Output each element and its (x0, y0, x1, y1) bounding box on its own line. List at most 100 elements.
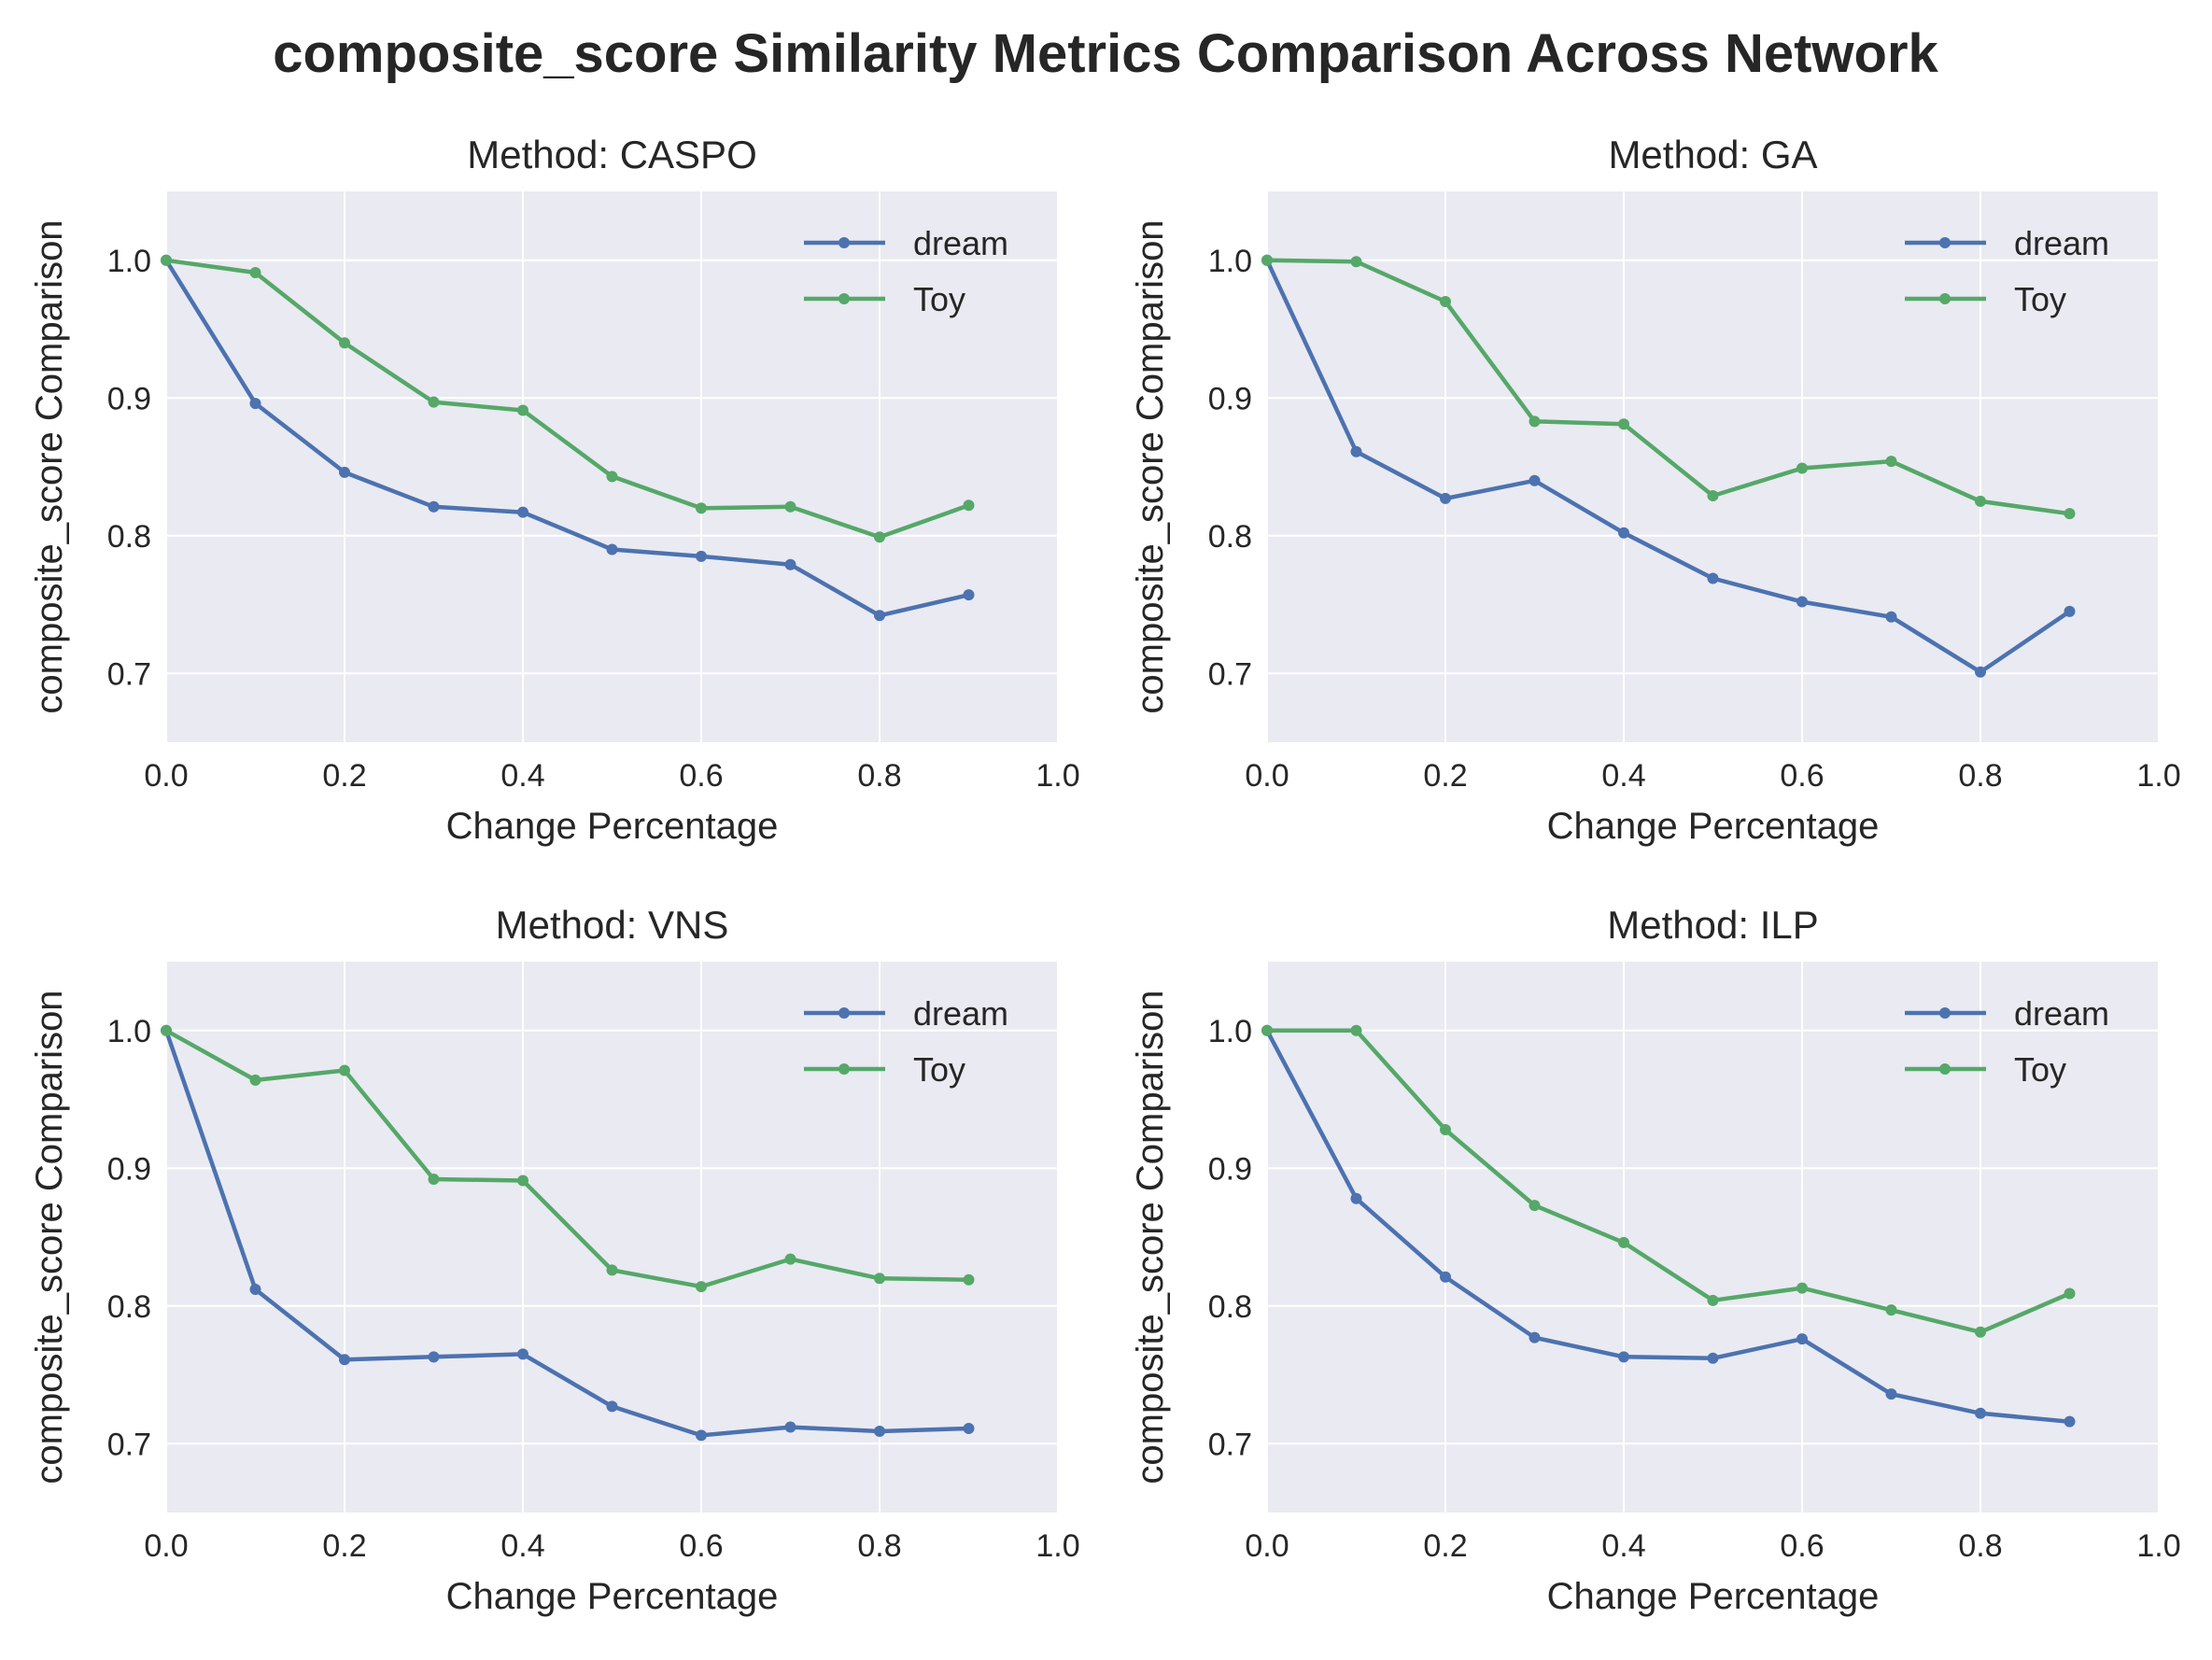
y-tick-label: 0.7 (1208, 1427, 1252, 1462)
data-point-toy (1708, 1295, 1719, 1306)
x-axis-label: Change Percentage (446, 1576, 779, 1617)
data-point-dream (1796, 1333, 1808, 1344)
legend-marker-toy (1939, 1063, 1951, 1075)
data-point-dream (429, 501, 440, 513)
data-point-toy (1618, 418, 1629, 429)
data-point-toy (1261, 1025, 1273, 1036)
data-point-toy (1529, 1200, 1541, 1211)
data-point-toy (1975, 496, 1986, 507)
figure-title: composite_score Similarity Metrics Compa… (273, 23, 1938, 84)
subplot-title: Method: CASPO (467, 133, 756, 176)
subplot-ilp: 0.0 0.2 0.4 0.6 0.8 1.00.70.80.91.0Method: IL… (1130, 903, 2181, 1617)
y-tick-label: 0.8 (1208, 1289, 1252, 1325)
data-point-toy (429, 397, 440, 408)
x-axis-label: Change Percentage (1547, 1576, 1880, 1617)
data-point-dream (1351, 1193, 1362, 1204)
data-point-toy (250, 267, 261, 278)
data-point-toy (964, 499, 975, 511)
x-tick-label: 0.6 (1780, 1528, 1824, 1564)
data-point-toy (1351, 1025, 1362, 1036)
x-tick-label: 0.8 (857, 758, 901, 794)
data-point-dream (1440, 493, 1451, 504)
data-point-toy (1975, 1327, 1986, 1338)
data-point-toy (964, 1274, 975, 1286)
data-point-toy (161, 255, 172, 266)
subplot-vns: 0.0 0.2 0.4 0.6 0.8 1.00.70.80.91.0Method: VN… (29, 903, 1080, 1617)
legend-marker-toy (1939, 293, 1951, 304)
x-axis-label: Change Percentage (446, 806, 779, 847)
data-point-toy (161, 1025, 172, 1036)
y-tick-label: 1.0 (107, 1014, 151, 1049)
y-axis-label: composite_score Comparison (1130, 219, 1171, 713)
data-point-toy (874, 1273, 885, 1284)
x-tick-label: 0.2 (322, 1528, 366, 1564)
x-tick-label: 0.0 (1245, 1528, 1289, 1564)
data-point-dream (1796, 597, 1808, 608)
data-point-dream (250, 1284, 261, 1295)
x-tick-label: 0.0 (144, 758, 188, 794)
x-tick-label: 1.0 (2136, 758, 2180, 794)
data-point-toy (339, 337, 350, 348)
data-point-dream (1708, 1353, 1719, 1364)
data-point-toy (1529, 415, 1541, 427)
data-point-dream (1351, 446, 1362, 457)
y-tick-label: 1.0 (107, 244, 151, 279)
subplot-title: Method: VNS (496, 903, 729, 947)
x-tick-label: 0.6 (679, 758, 723, 794)
x-tick-label: 0.4 (500, 758, 544, 794)
data-point-dream (1886, 612, 1897, 623)
data-point-toy (517, 405, 528, 416)
x-tick-label: 0.8 (1958, 1528, 2002, 1564)
data-point-dream (1886, 1388, 1897, 1400)
x-tick-label: 1.0 (2136, 1528, 2180, 1564)
data-point-dream (964, 1423, 975, 1434)
x-tick-label: 0.4 (1601, 758, 1645, 794)
data-point-toy (1261, 255, 1273, 266)
legend-marker-dream (1939, 237, 1951, 248)
y-tick-label: 1.0 (1208, 1014, 1252, 1049)
data-point-dream (1529, 475, 1541, 486)
data-point-dream (874, 1426, 885, 1437)
legend-label-toy: Toy (913, 280, 965, 318)
legend-marker-toy (838, 293, 850, 304)
x-tick-label: 0.2 (322, 758, 366, 794)
legend-marker-dream (1939, 1007, 1951, 1019)
data-point-dream (1529, 1332, 1541, 1343)
legend-marker-dream (838, 1007, 850, 1019)
y-tick-label: 0.8 (107, 1289, 151, 1325)
data-point-toy (607, 1264, 618, 1275)
data-point-toy (1886, 1304, 1897, 1315)
legend-label-dream: dream (2014, 994, 2109, 1033)
data-point-dream (607, 1400, 618, 1412)
data-point-toy (517, 1175, 528, 1187)
subplot-caspo: 0.0 0.2 0.4 0.6 0.8 1.0 0.7 0.8 0.9 1.0 Method: CA… (29, 133, 1080, 847)
x-tick-label: 0.6 (1780, 758, 1824, 794)
data-point-dream (696, 551, 707, 562)
data-point-toy (1886, 456, 1897, 467)
data-point-toy (1708, 490, 1719, 501)
legend-marker-dream (838, 237, 850, 248)
data-point-toy (874, 531, 885, 542)
y-tick-label: 0.9 (1208, 1151, 1252, 1187)
data-point-toy (607, 471, 618, 482)
x-tick-label: 1.0 (1036, 758, 1079, 794)
y-tick-label: 0.8 (107, 519, 151, 555)
data-point-dream (2064, 606, 2076, 617)
data-point-dream (964, 589, 975, 600)
data-point-dream (1975, 1408, 1986, 1419)
data-point-toy (696, 1281, 707, 1292)
data-point-dream (1618, 528, 1629, 539)
data-point-toy (2064, 1287, 2076, 1299)
x-tick-label: 1.0 (1036, 1528, 1079, 1564)
legend-label-dream: dream (913, 994, 1008, 1033)
data-point-toy (250, 1075, 261, 1086)
y-tick-label: 0.9 (107, 1151, 151, 1187)
x-tick-label: 0.4 (1601, 1528, 1645, 1564)
y-tick-label: 1.0 (1208, 244, 1252, 279)
data-point-dream (785, 559, 796, 570)
data-point-toy (2064, 508, 2076, 519)
y-tick-label: 0.7 (1208, 656, 1252, 692)
data-point-toy (1440, 296, 1451, 307)
subplot-title: Method: GA (1608, 133, 1817, 176)
